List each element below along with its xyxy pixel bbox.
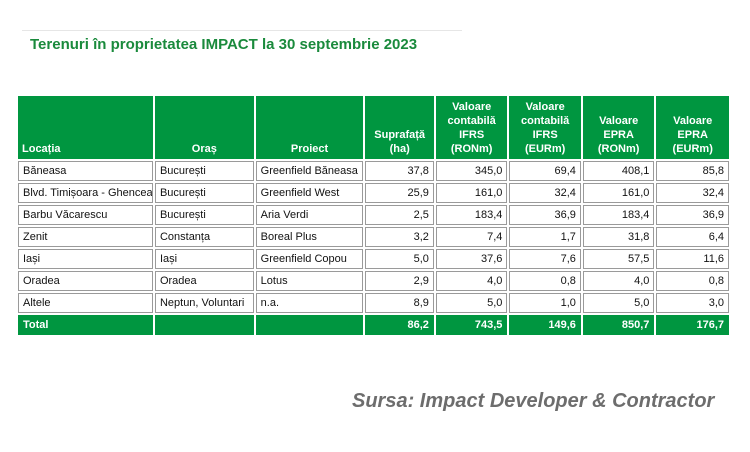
total-label: Total <box>18 315 153 335</box>
header-epra-ron: Valoare EPRA (RONm) <box>582 96 655 159</box>
cell-ifrs-eur: 1,0 <box>509 293 581 313</box>
header-suprafata: Suprafață (ha) <box>365 96 434 159</box>
cell-proiect: Greenfield Băneasa <box>255 161 364 181</box>
total-ifrs-eur: 149,6 <box>509 315 581 335</box>
cell-epra-ron: 408,1 <box>582 161 655 181</box>
total-empty-cell <box>154 315 254 335</box>
cell-suprafata: 3,2 <box>365 227 434 247</box>
table-row: Blvd. Timișoara - Ghencea București Gree… <box>18 183 729 203</box>
cell-epra-eur: 85,8 <box>656 161 729 181</box>
cell-locatia: Altele <box>18 293 153 313</box>
header-epra-eur: Valoare EPRA (EURm) <box>656 96 729 159</box>
table-row: Oradea Oradea Lotus 2,9 4,0 0,8 4,0 0,8 <box>18 271 729 291</box>
cell-proiect: Aria Verdi <box>255 205 364 225</box>
cell-ifrs-eur: 1,7 <box>509 227 581 247</box>
cell-suprafata: 25,9 <box>365 183 434 203</box>
cell-oras: Constanța <box>154 227 254 247</box>
header-ifrs-eur: Valoare contabilă IFRS (EURm) <box>509 96 581 159</box>
cell-ifrs-ron: 345,0 <box>435 161 508 181</box>
cell-epra-eur: 11,6 <box>656 249 729 269</box>
cell-proiect: Greenfield West <box>255 183 364 203</box>
cell-epra-ron: 183,4 <box>582 205 655 225</box>
cell-proiect: Lotus <box>255 271 364 291</box>
cell-epra-ron: 31,8 <box>582 227 655 247</box>
title-rule <box>22 30 462 31</box>
cell-locatia: Blvd. Timișoara - Ghencea <box>18 183 153 203</box>
cell-oras: Iași <box>154 249 254 269</box>
cell-ifrs-eur: 7,6 <box>509 249 581 269</box>
cell-locatia: Zenit <box>18 227 153 247</box>
total-epra-eur: 176,7 <box>656 315 729 335</box>
header-locatia: Locația <box>18 96 153 159</box>
total-epra-ron: 850,7 <box>582 315 655 335</box>
header-row: Locația Oraș Proiect Suprafață (ha) Valo… <box>18 96 729 159</box>
cell-ifrs-ron: 183,4 <box>435 205 508 225</box>
cell-ifrs-eur: 36,9 <box>509 205 581 225</box>
cell-oras: București <box>154 183 254 203</box>
cell-epra-eur: 36,9 <box>656 205 729 225</box>
cell-suprafata: 8,9 <box>365 293 434 313</box>
cell-epra-ron: 57,5 <box>582 249 655 269</box>
cell-epra-eur: 6,4 <box>656 227 729 247</box>
cell-proiect: Boreal Plus <box>255 227 364 247</box>
land-table: Locația Oraș Proiect Suprafață (ha) Valo… <box>16 94 731 337</box>
cell-ifrs-ron: 161,0 <box>435 183 508 203</box>
cell-ifrs-ron: 5,0 <box>435 293 508 313</box>
table-row: Iași Iași Greenfield Copou 5,0 37,6 7,6 … <box>18 249 729 269</box>
cell-ifrs-ron: 4,0 <box>435 271 508 291</box>
cell-ifrs-ron: 37,6 <box>435 249 508 269</box>
cell-locatia: Băneasa <box>18 161 153 181</box>
total-empty-cell <box>255 315 364 335</box>
cell-epra-ron: 4,0 <box>582 271 655 291</box>
cell-ifrs-ron: 7,4 <box>435 227 508 247</box>
total-row: Total 86,2 743,5 149,6 850,7 176,7 <box>18 315 729 335</box>
cell-epra-eur: 32,4 <box>656 183 729 203</box>
cell-suprafata: 2,5 <box>365 205 434 225</box>
cell-epra-eur: 0,8 <box>656 271 729 291</box>
header-proiect: Proiect <box>255 96 364 159</box>
header-ifrs-ron: Valoare contabilă IFRS (RONm) <box>435 96 508 159</box>
cell-proiect: Greenfield Copou <box>255 249 364 269</box>
total-ifrs-ron: 743,5 <box>435 315 508 335</box>
source-caption: Sursa: Impact Developer & Contractor <box>352 390 715 412</box>
table-row: Zenit Constanța Boreal Plus 3,2 7,4 1,7 … <box>18 227 729 247</box>
cell-oras: București <box>154 161 254 181</box>
cell-oras: Neptun, Voluntari <box>154 293 254 313</box>
total-suprafata: 86,2 <box>365 315 434 335</box>
cell-ifrs-eur: 0,8 <box>509 271 581 291</box>
cell-suprafata: 5,0 <box>365 249 434 269</box>
table-row: Barbu Văcarescu București Aria Verdi 2,5… <box>18 205 729 225</box>
cell-epra-ron: 5,0 <box>582 293 655 313</box>
cell-ifrs-eur: 32,4 <box>509 183 581 203</box>
cell-locatia: Barbu Văcarescu <box>18 205 153 225</box>
table-row: Băneasa București Greenfield Băneasa 37,… <box>18 161 729 181</box>
cell-locatia: Iași <box>18 249 153 269</box>
cell-oras: Oradea <box>154 271 254 291</box>
cell-ifrs-eur: 69,4 <box>509 161 581 181</box>
cell-proiect: n.a. <box>255 293 364 313</box>
table-title: Terenuri în proprietatea IMPACT la 30 se… <box>30 36 418 53</box>
cell-suprafata: 2,9 <box>365 271 434 291</box>
cell-epra-ron: 161,0 <box>582 183 655 203</box>
header-oras: Oraș <box>154 96 254 159</box>
cell-suprafata: 37,8 <box>365 161 434 181</box>
table-row: Altele Neptun, Voluntari n.a. 8,9 5,0 1,… <box>18 293 729 313</box>
cell-oras: București <box>154 205 254 225</box>
cell-epra-eur: 3,0 <box>656 293 729 313</box>
cell-locatia: Oradea <box>18 271 153 291</box>
